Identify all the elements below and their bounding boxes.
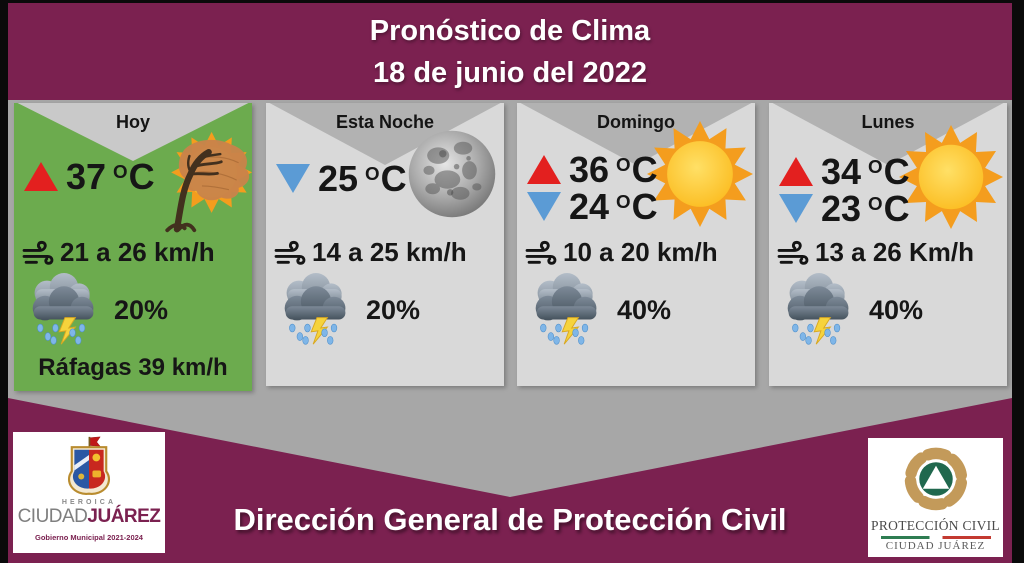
rain-probability-value: 20%: [366, 294, 421, 325]
storm-cloud-icon: [32, 273, 94, 345]
low-temp-row: 24 OC: [527, 185, 658, 227]
low-temp-triangle-icon: [779, 194, 813, 223]
wind-row: 14 a 25 km/h: [274, 237, 467, 268]
rain-probability-value: 40%: [617, 294, 672, 325]
ciudad-juarez-logo: HEROICA CIUDADJUÁREZ Gobierno Municipal …: [13, 432, 165, 553]
forecast-card-domingo: Domingo 36 OC 24 OC 10 a 20 km/h 40%: [517, 103, 755, 386]
page-title: Pronóstico de Clima: [369, 14, 651, 47]
storm-cloud-icon: [535, 273, 597, 345]
sun-icon: [899, 125, 1003, 229]
storm-cloud-icon: [787, 273, 849, 345]
wind-icon: [274, 240, 306, 265]
wind-icon: [22, 240, 54, 265]
low-temp-value: 23 OC: [821, 187, 910, 229]
wind-row: 21 a 26 km/h: [22, 237, 215, 268]
page-subtitle-date: 18 de junio del 2022: [373, 56, 647, 89]
proteccion-civil-emblem-icon: [904, 447, 967, 511]
government-period-label: Gobierno Municipal 2021-2024: [35, 533, 143, 542]
wind-speed-value: 10 a 20 km/h: [563, 237, 718, 267]
wind-speed-value: 14 a 25 km/h: [312, 237, 467, 267]
wind-icon: [525, 240, 557, 265]
card-day-label: Hoy: [115, 112, 150, 132]
rain-row: 20%: [20, 273, 168, 347]
low-temp-value: 25 OC: [318, 157, 407, 199]
wind-speed-value: 21 a 26 km/h: [60, 237, 215, 267]
sun-icon: [647, 121, 753, 227]
low-temp-triangle-icon: [527, 192, 561, 221]
high-temp-row: 37 OC: [24, 155, 155, 197]
forecast-card-lunes: Lunes 34 OC 23 OC 13 a 26 Km/h 40%: [769, 103, 1007, 386]
high-temp-value: 37 OC: [66, 155, 155, 197]
high-temp-value: 34 OC: [821, 150, 910, 192]
high-temp-triangle-icon: [779, 157, 813, 186]
card-day-label: Lunes: [861, 112, 915, 132]
ciudad-juarez-label: CIUDAD JUÁREZ: [885, 540, 986, 552]
full-moon-icon: [408, 130, 496, 218]
forecast-card-esta-noche: Esta Noche 25 OC 14 a 25 km/h: [266, 103, 504, 386]
title-band: Pronóstico de Clima 18 de junio del 2022: [8, 3, 1012, 100]
forecast-card-hoy: Hoy 37 OC 21 a 26: [14, 103, 253, 391]
proteccion-civil-logo: PROTECCIÓN CIVIL CIUDAD JUÁREZ: [868, 438, 1003, 557]
low-temp-triangle-icon: [276, 164, 310, 193]
low-temp-row: 23 OC: [779, 187, 910, 229]
proteccion-civil-label: PROTECCIÓN CIVIL: [871, 518, 1000, 533]
rain-row: 20%: [272, 273, 420, 347]
rain-row: 40%: [523, 273, 671, 347]
card-day-label: Domingo: [597, 112, 675, 132]
heroica-label: HEROICA: [61, 499, 117, 506]
low-temp-value: 24 OC: [569, 185, 658, 227]
flag-divider: [880, 536, 991, 539]
high-temp-value: 36 OC: [569, 148, 658, 190]
rain-probability-value: 40%: [869, 294, 924, 325]
high-temp-triangle-icon: [527, 155, 561, 184]
wind-icon: [777, 240, 809, 265]
high-temp-row: 34 OC: [779, 150, 910, 192]
low-temp-row: 25 OC: [276, 157, 407, 199]
wind-row: 13 a 26 Km/h: [777, 237, 974, 268]
city-name: CIUDADJUÁREZ: [17, 506, 161, 527]
high-temp-row: 36 OC: [527, 148, 658, 190]
slide-canvas: Pronóstico de Clima 18 de junio del 2022: [8, 3, 1012, 563]
rain-probability-value: 20%: [114, 294, 169, 325]
rain-row: 40%: [775, 273, 923, 347]
wind-speed-value: 13 a 26 Km/h: [815, 237, 974, 267]
storm-cloud-icon: [284, 273, 346, 345]
wind-row: 10 a 20 km/h: [525, 237, 718, 268]
card-day-label: Esta Noche: [335, 112, 435, 132]
windblown-tree-sun-icon: [165, 131, 253, 233]
high-temp-triangle-icon: [24, 162, 58, 191]
footer-title: Dirección General de Protección Civil: [233, 502, 787, 537]
ciudad-juarez-crest-icon: [67, 436, 111, 495]
gusts-value: Ráfagas 39 km/h: [38, 354, 228, 381]
